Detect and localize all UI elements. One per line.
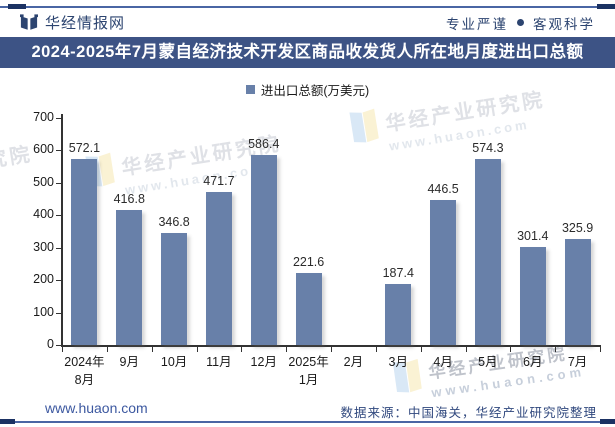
x-axis-tick xyxy=(286,346,288,352)
y-tick-label: 100 xyxy=(33,304,54,319)
bar xyxy=(71,159,98,345)
brand: 华经情报网 xyxy=(20,12,125,33)
x-tick-label: 10月 xyxy=(160,355,188,369)
x-tick-label: 4月 xyxy=(433,355,453,369)
legend-label: 进出口总额(万美元) xyxy=(260,84,370,98)
y-tick-label: 700 xyxy=(33,110,54,124)
tagline-right: 客观科学 xyxy=(533,16,595,32)
bar-value-label: 586.4 xyxy=(248,136,280,151)
x-tick-label: 7月 xyxy=(567,355,588,369)
y-axis-tick xyxy=(56,150,61,152)
bottom-rule-cap-right xyxy=(600,419,615,424)
x-axis-tick xyxy=(196,346,198,352)
x-tick-label: 6月 xyxy=(523,355,543,369)
footer: www.huaon.com 数据来源：中国海关，华经产业研究院整理 xyxy=(0,398,615,420)
x-axis-tick xyxy=(420,346,422,352)
x-axis-tick xyxy=(600,346,601,352)
y-axis-tick xyxy=(56,280,61,282)
x-axis-tick xyxy=(151,346,153,352)
y-axis-tick xyxy=(56,215,61,217)
data-source: 数据来源：中国海关，华经产业研究院整理 xyxy=(340,406,597,420)
x-tick-label: 2月 xyxy=(343,355,364,369)
bar xyxy=(205,192,232,345)
chart-title: 2024-2025年7月蒙自经济技术开发区商品收发货人所在地月度进出口总额 xyxy=(0,37,615,68)
bar xyxy=(161,232,188,345)
top-rule-cap-left xyxy=(8,4,26,9)
bar xyxy=(474,158,501,345)
bar xyxy=(295,273,322,345)
bottom-rule xyxy=(0,421,615,423)
x-axis-tick xyxy=(62,346,63,352)
bar xyxy=(519,247,546,345)
y-tick-label: 500 xyxy=(33,174,54,189)
y-axis-tick xyxy=(56,182,61,184)
x-tick-label: 9月 xyxy=(119,355,139,369)
taglines: 专业严谨 客观科学 xyxy=(446,13,595,33)
tagline-left: 专业严谨 xyxy=(446,16,508,32)
x-tick-label: 12月 xyxy=(250,355,277,369)
x-axis-tick xyxy=(375,346,377,352)
y-axis-tick xyxy=(56,345,61,346)
bar xyxy=(250,154,277,345)
x-axis-tick xyxy=(241,346,243,352)
bullet-separator-icon xyxy=(517,19,524,26)
bar-value-label: 572.1 xyxy=(68,141,101,156)
bar-value-label: 221.6 xyxy=(292,255,325,270)
y-axis-tick xyxy=(56,312,61,314)
site-link[interactable]: www.huaon.com xyxy=(45,400,148,416)
bar-value-label: 574.3 xyxy=(472,140,504,155)
legend-swatch xyxy=(245,85,255,94)
y-tick-label: 200 xyxy=(33,272,54,287)
y-tick-label: 600 xyxy=(33,142,54,157)
bar-value-label: 471.7 xyxy=(203,174,235,189)
bar xyxy=(116,209,143,345)
bar-value-label: 301.4 xyxy=(517,229,549,244)
bar-value-label: 187.4 xyxy=(382,266,414,281)
y-tick-label: 300 xyxy=(33,239,54,254)
x-tick-label: 11月 xyxy=(206,355,232,369)
bar-value-label: 346.8 xyxy=(158,214,190,229)
bar xyxy=(564,239,591,345)
x-axis-tick xyxy=(510,346,512,352)
x-tick-label: 2024年 8月 xyxy=(64,355,105,388)
y-axis-tick xyxy=(56,247,61,249)
bottom-rule-cap-left xyxy=(0,419,15,424)
x-tick-label: 2025年 1月 xyxy=(288,355,329,388)
bar xyxy=(385,284,412,345)
bar-value-label: 416.8 xyxy=(113,191,145,206)
y-tick-label: 400 xyxy=(33,207,54,222)
y-tick-label: 0 xyxy=(47,337,54,351)
x-tick-label: 5月 xyxy=(478,355,498,369)
x-tick-label: 3月 xyxy=(388,355,408,369)
x-axis-tick xyxy=(106,346,108,352)
chart-legend: 进出口总额(万美元) xyxy=(0,80,615,99)
top-rule xyxy=(0,6,615,8)
brand-name: 华经情报网 xyxy=(45,15,126,32)
x-axis-tick xyxy=(555,346,557,352)
y-axis-tick xyxy=(56,118,61,119)
bar-value-label: 325.9 xyxy=(561,221,594,236)
top-rule-cap-right xyxy=(597,4,615,9)
brand-logo-icon xyxy=(20,14,38,31)
bar-value-label: 446.5 xyxy=(427,182,459,197)
x-axis-tick xyxy=(465,346,467,352)
x-axis xyxy=(61,345,601,347)
bar xyxy=(430,200,457,345)
y-axis xyxy=(61,114,63,346)
x-axis-tick xyxy=(331,346,332,352)
site-header: 华经情报网 专业严谨 客观科学 xyxy=(0,8,615,37)
